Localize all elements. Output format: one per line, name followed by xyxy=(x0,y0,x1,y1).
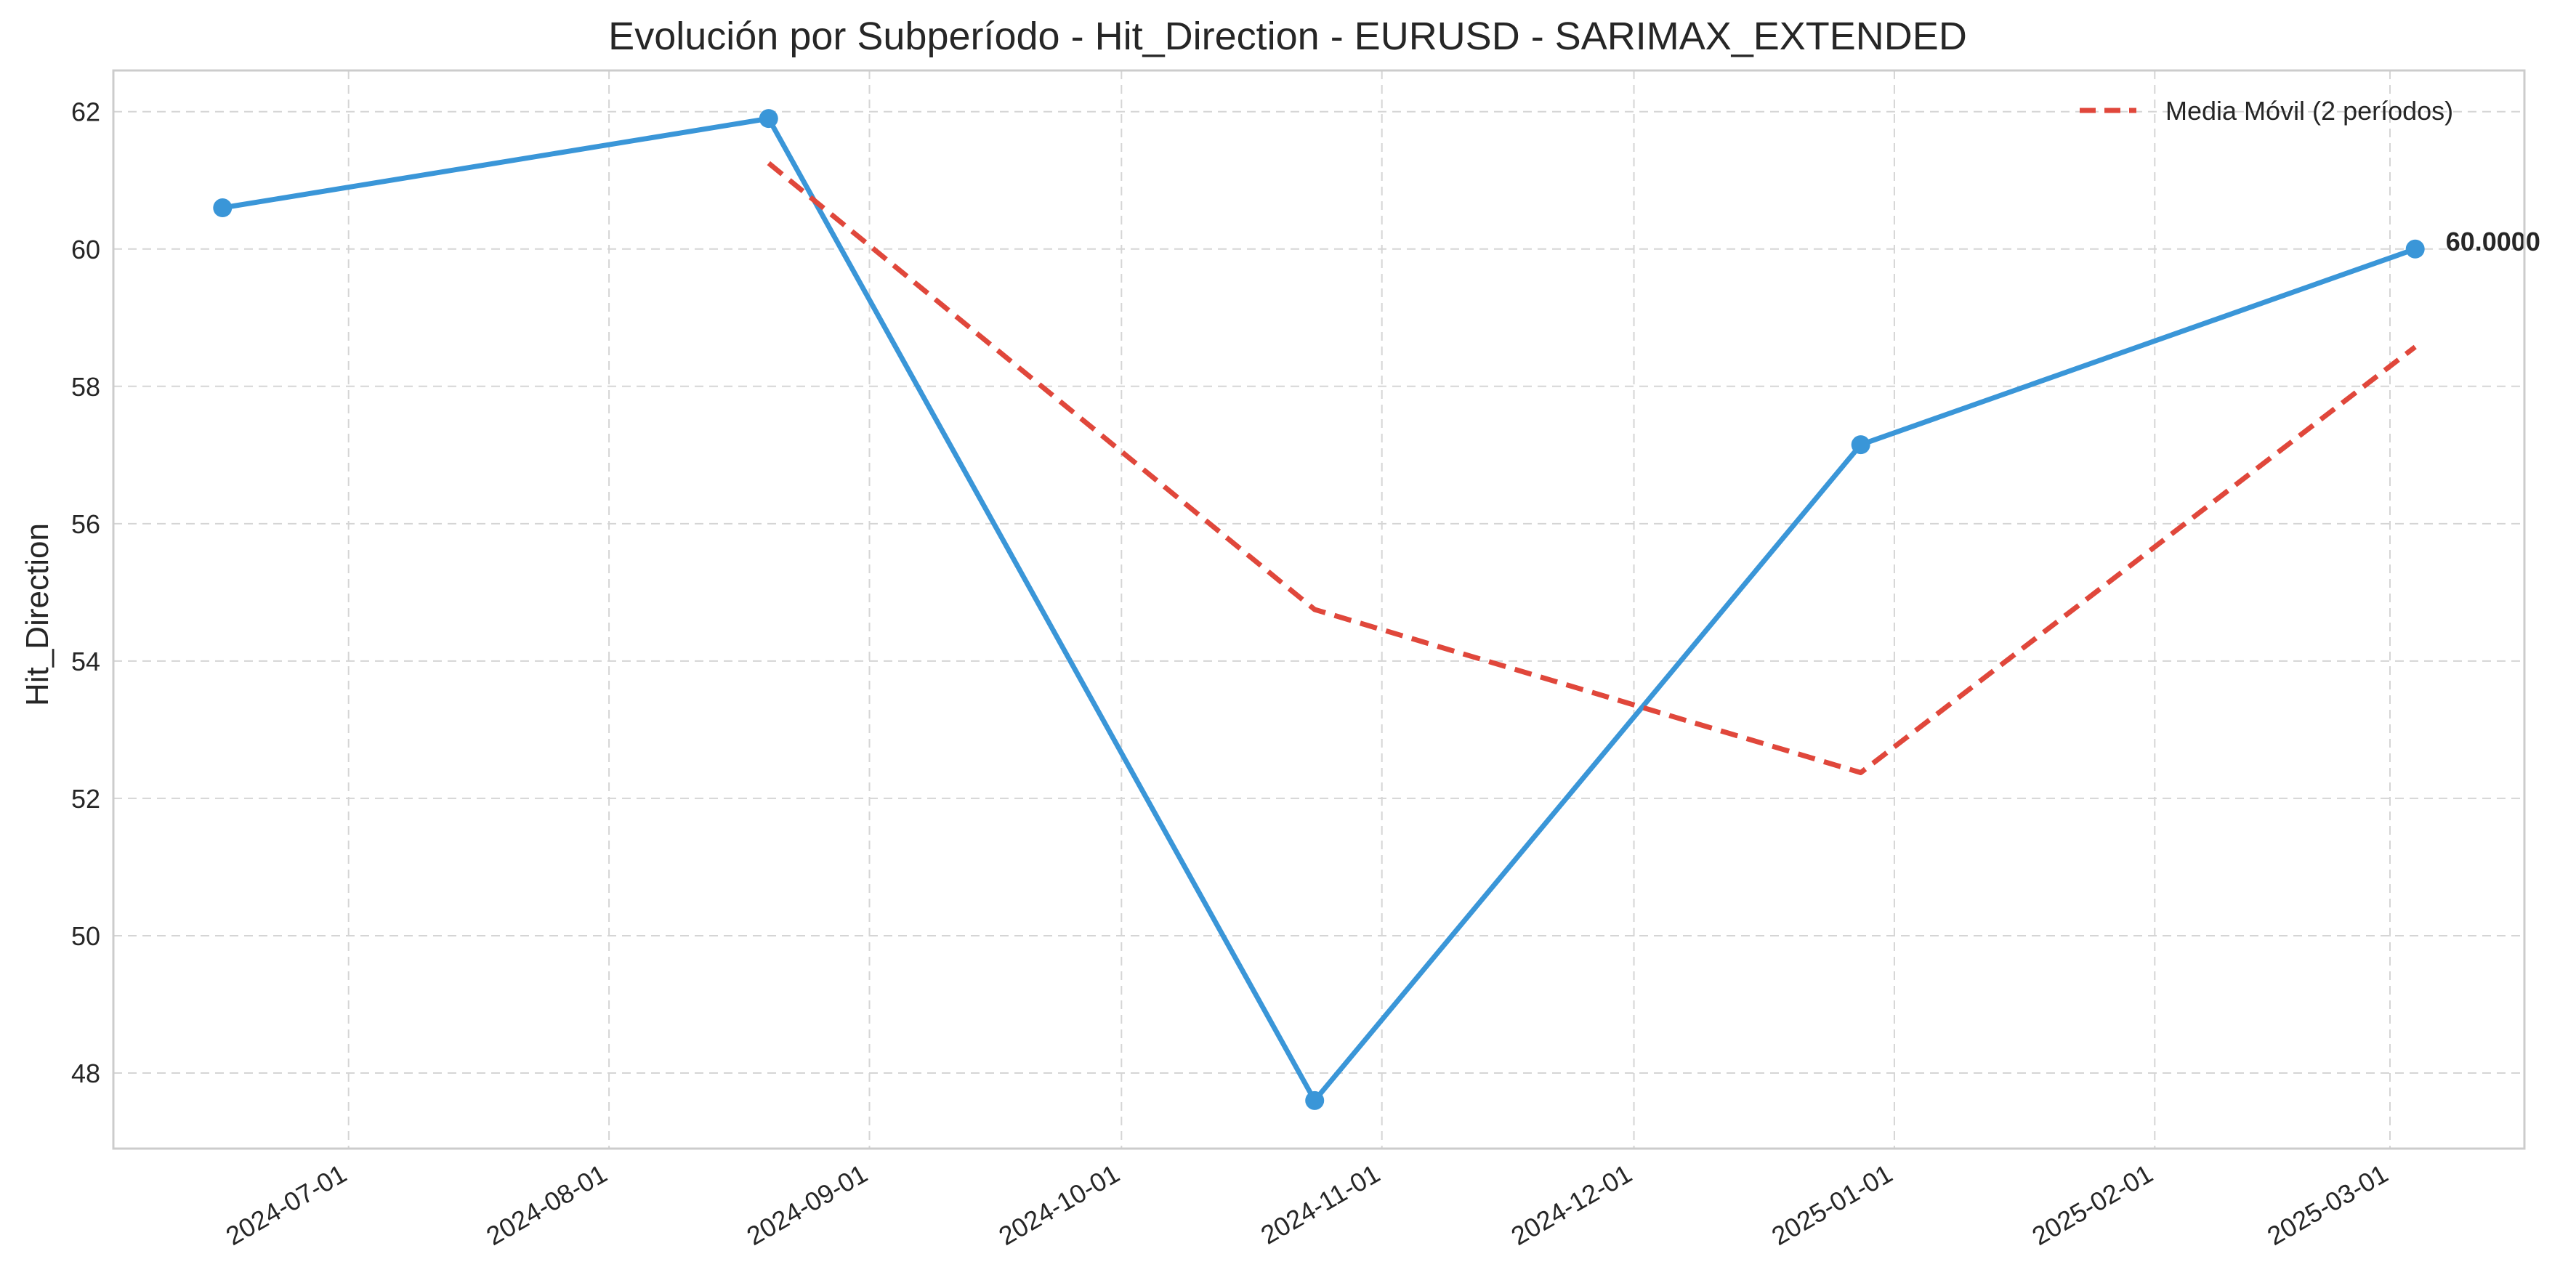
y-tick-label: 60 xyxy=(71,235,100,264)
data-point xyxy=(1305,1090,1325,1110)
plot-area-frame xyxy=(112,69,2526,1150)
data-point xyxy=(1851,435,1870,455)
series-line-1 xyxy=(767,161,2417,775)
y-axis-ticks: 48 50 52 54 56 58 60 62 xyxy=(71,97,100,1088)
y-tick-label: 52 xyxy=(71,784,100,814)
data-point xyxy=(2405,239,2425,259)
y-tick-label: 54 xyxy=(71,647,100,676)
y-tick-label: 58 xyxy=(71,372,100,402)
chart-title: Evolución por Subperíodo - Hit_Direction… xyxy=(608,15,1967,58)
annotations: 60.0000 xyxy=(2446,227,2540,256)
series-group xyxy=(213,109,2425,1110)
legend: Media Móvil (2 períodos) xyxy=(2080,96,2453,126)
y-tick-label: 56 xyxy=(71,509,100,539)
y-tick-label: 50 xyxy=(71,921,100,951)
y-tick-label: 62 xyxy=(71,97,100,127)
data-point xyxy=(759,109,778,129)
grid-lines xyxy=(113,70,2524,1149)
data-label: 60.0000 xyxy=(2446,227,2540,256)
legend-label-moving-average: Media Móvil (2 períodos) xyxy=(2165,96,2453,126)
data-point xyxy=(213,198,233,218)
y-axis-label: Hit_Direction xyxy=(20,523,55,706)
y-tick-label: 48 xyxy=(71,1059,100,1088)
